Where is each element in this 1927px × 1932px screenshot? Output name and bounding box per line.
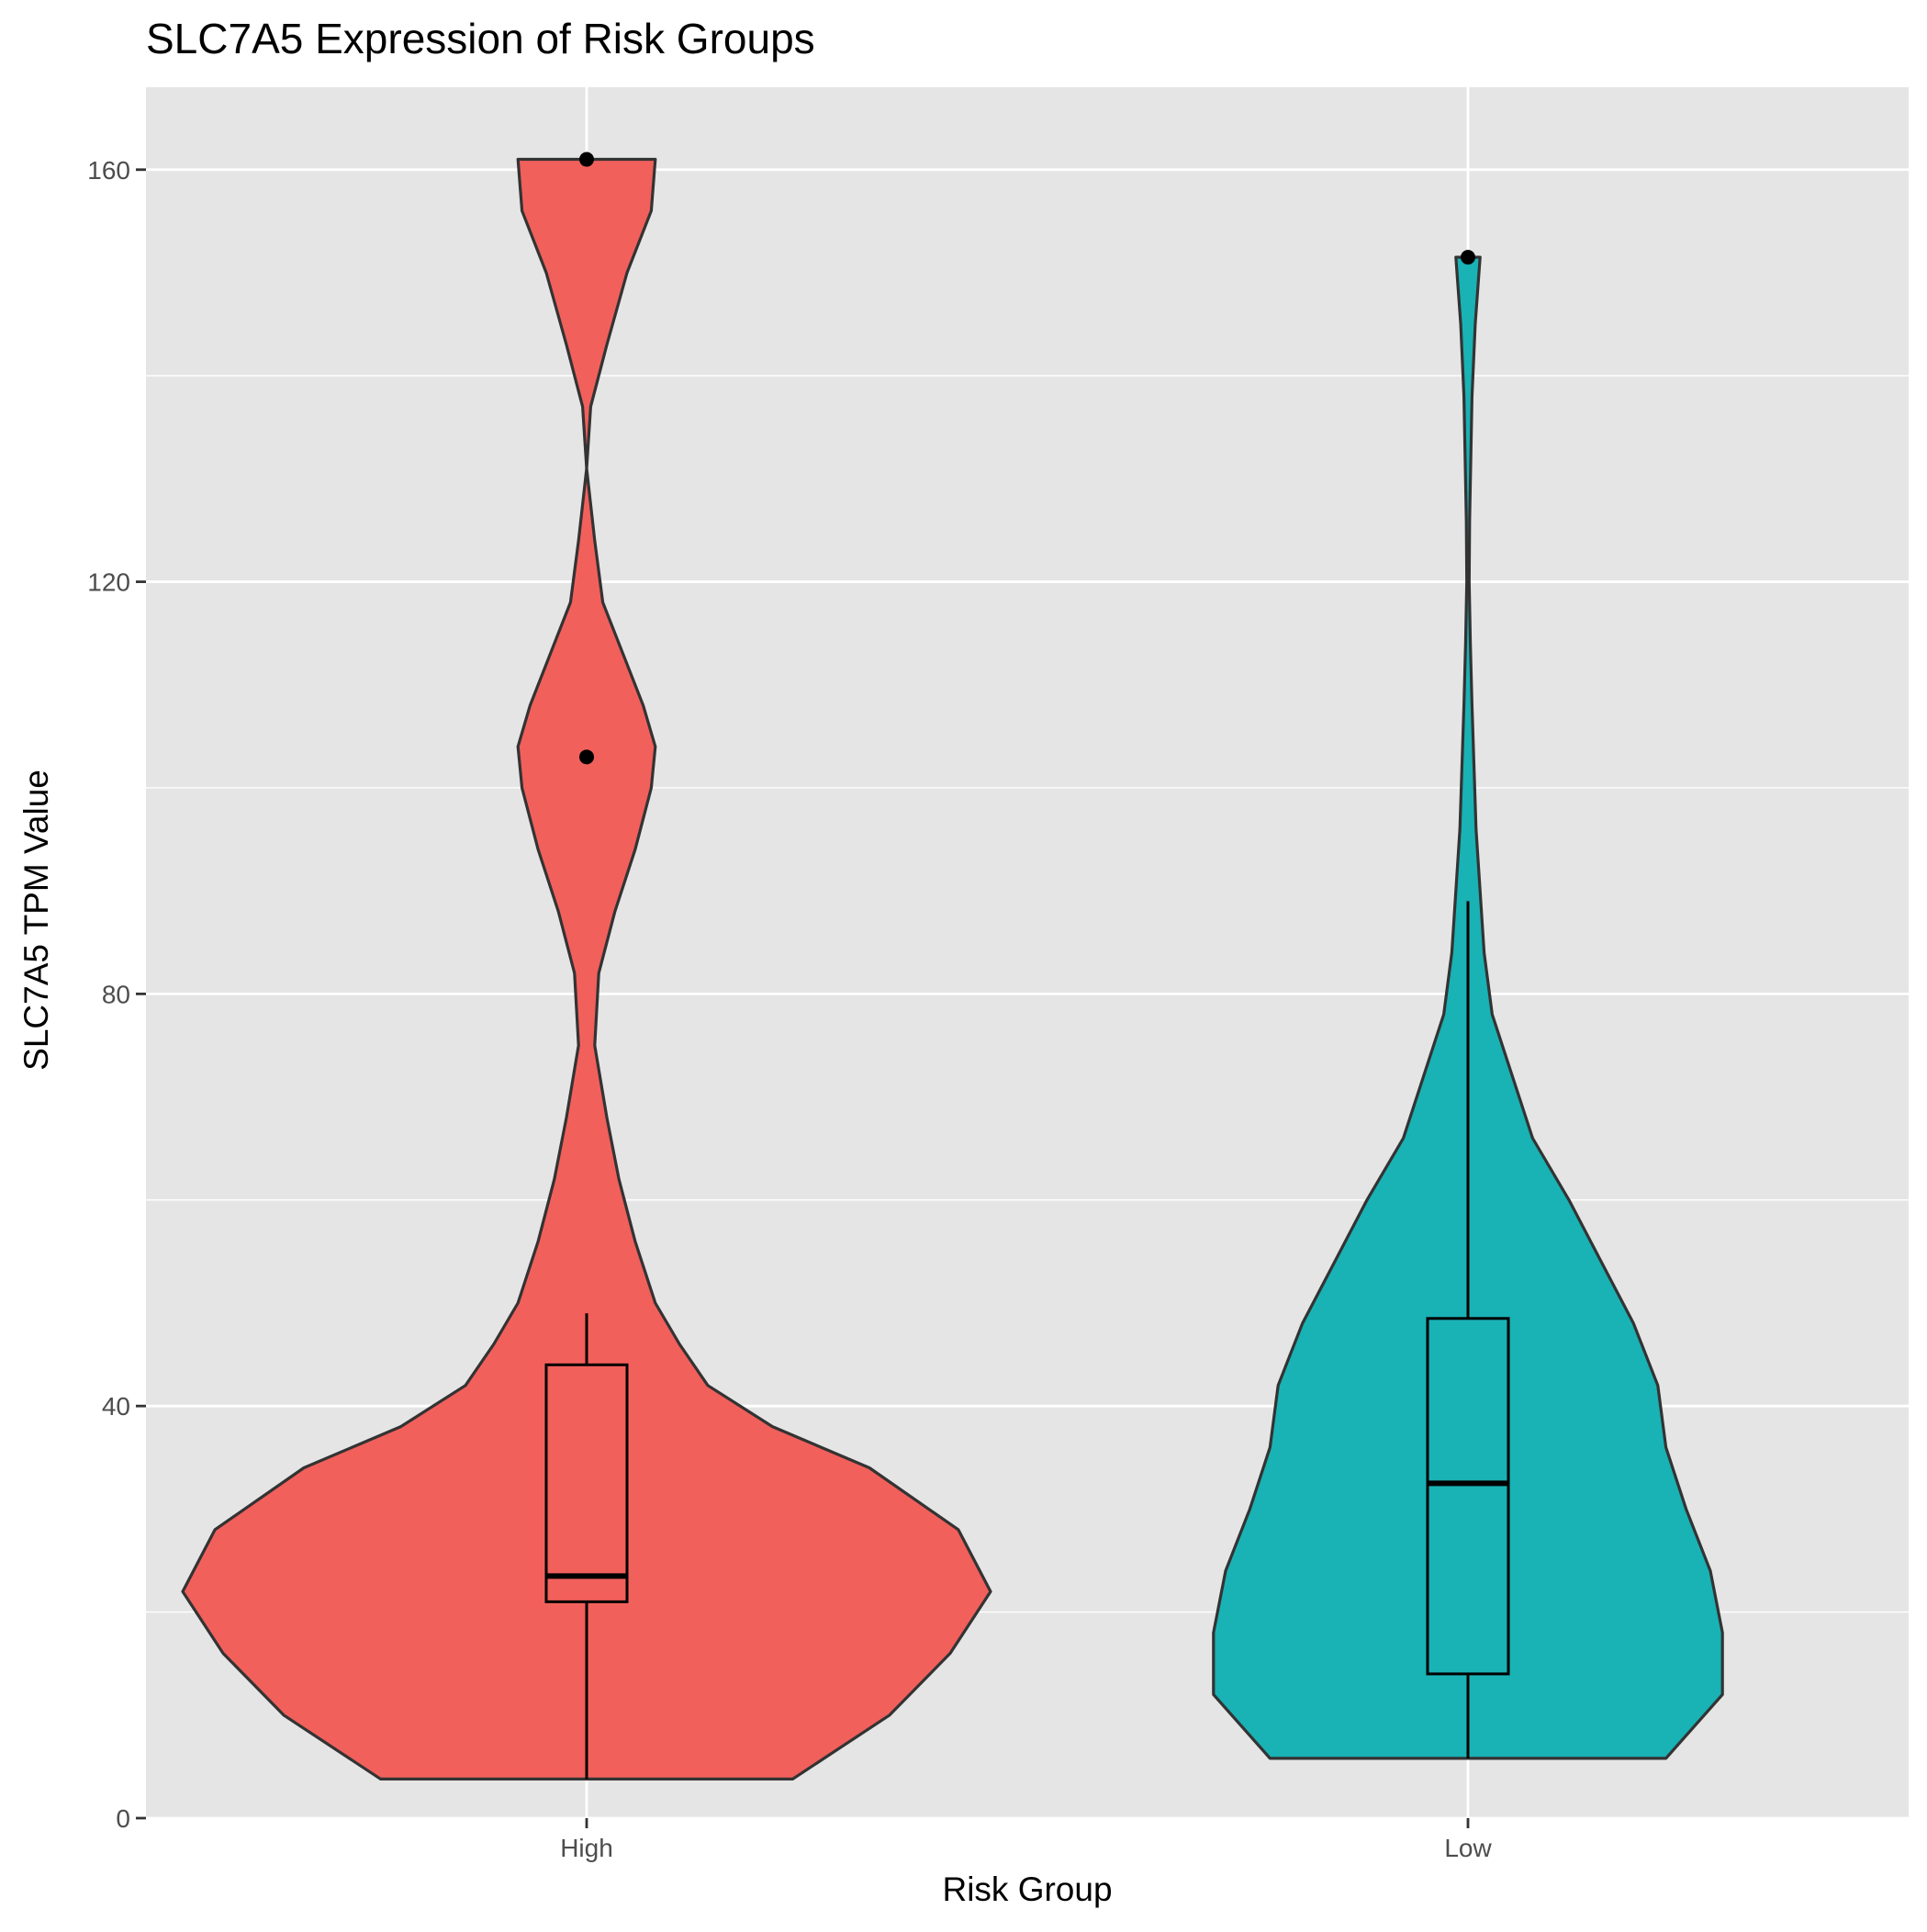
violin-high bbox=[181, 157, 992, 1780]
outlier-layer bbox=[579, 152, 1475, 765]
outlier-point-low bbox=[1461, 250, 1475, 265]
box-high bbox=[544, 1363, 629, 1603]
chart-title: SLC7A5 Expression of Risk Groups bbox=[146, 15, 815, 62]
y-tick-label: 120 bbox=[87, 568, 130, 597]
y-tick-label: 0 bbox=[116, 1804, 130, 1833]
outlier-point-high bbox=[579, 152, 594, 167]
y-tick-label: 40 bbox=[102, 1392, 130, 1421]
boxplot-layer bbox=[544, 901, 1510, 1780]
y-tick-label: 80 bbox=[102, 980, 130, 1008]
box-low bbox=[1426, 1317, 1510, 1676]
x-tick-label: High bbox=[560, 1834, 613, 1862]
x-axis-title: Risk Group bbox=[942, 1870, 1112, 1908]
y-axis: 0 40 80 120 160 bbox=[87, 156, 146, 1833]
y-axis-title: SLC7A5 TPM Value bbox=[17, 769, 55, 1071]
x-axis: High Low bbox=[560, 1818, 1492, 1862]
outlier-point-high bbox=[579, 749, 594, 765]
y-tick-label: 160 bbox=[87, 156, 130, 185]
x-tick-label: Low bbox=[1444, 1834, 1492, 1862]
